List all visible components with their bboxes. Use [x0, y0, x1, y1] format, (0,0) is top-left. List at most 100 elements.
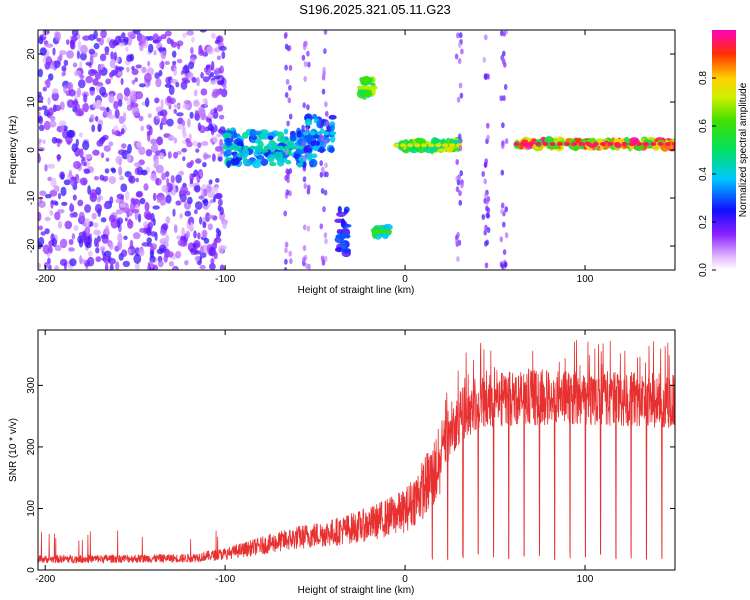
heat-cell: [273, 151, 284, 160]
heat-cell: [304, 133, 313, 143]
heat-cell: [154, 72, 160, 79]
heat-cell: [169, 97, 176, 105]
heat-cell: [104, 250, 112, 258]
heat-core: [549, 142, 556, 146]
colorbar-tick-label: 0.8: [698, 71, 709, 85]
heat-cell: [66, 39, 70, 45]
heat-cell: [190, 248, 194, 253]
heat-cell: [75, 110, 84, 117]
heat-cell: [283, 33, 288, 39]
heat-cell: [323, 139, 328, 146]
heat-cell: [101, 234, 109, 244]
heat-cell: [325, 120, 329, 127]
heat-cell: [485, 239, 490, 246]
heat-cell: [189, 160, 195, 166]
heat-cell: [132, 232, 141, 240]
heat-cell: [214, 146, 223, 152]
heat-cell: [68, 169, 72, 178]
x-tick-label: 0: [402, 574, 408, 585]
heat-cell: [500, 208, 504, 215]
heat-cell: [183, 100, 192, 105]
heat-cell: [43, 120, 51, 131]
heat-cell: [44, 164, 48, 172]
heat-core: [249, 145, 256, 150]
heat-cell: [283, 139, 293, 145]
heat-cell: [458, 145, 463, 152]
spectrogram-x-ticks: -200 -100 0 100: [35, 30, 594, 285]
heat-cell: [451, 139, 461, 144]
heat-cell: [48, 73, 54, 81]
y-tick-label: -10: [26, 190, 37, 205]
heat-cell: [230, 158, 240, 166]
heat-cell: [153, 158, 159, 167]
heat-cell: [131, 68, 139, 76]
heat-core: [435, 143, 442, 148]
heat-cell: [170, 175, 175, 184]
heat-cell: [205, 64, 211, 70]
heat-core: [578, 142, 585, 146]
heat-cell: [206, 185, 212, 193]
heat-cell: [504, 206, 509, 213]
heat-cell: [91, 212, 97, 220]
heat-cell: [288, 64, 293, 71]
heat-cell: [104, 51, 109, 56]
heat-cell: [330, 124, 335, 132]
y-tick-label: 0: [26, 567, 37, 573]
heat-cell: [140, 169, 148, 176]
heat-cell: [84, 204, 92, 213]
heat-cell: [38, 142, 41, 148]
heat-cell: [38, 68, 43, 78]
heat-cell: [336, 229, 343, 235]
heat-cell: [85, 75, 93, 84]
heat-cell: [139, 34, 146, 45]
heat-cell: [409, 146, 419, 154]
heat-core: [600, 142, 606, 146]
heat-cell: [236, 152, 244, 158]
heat-cell: [140, 125, 144, 132]
colorbar-gradient: [712, 30, 736, 270]
heat-cell: [108, 257, 116, 265]
heat-cell: [47, 257, 51, 265]
heat-core: [636, 142, 642, 146]
heat-cell: [109, 59, 116, 69]
heat-cell: [193, 89, 198, 97]
heat-cell: [68, 247, 75, 252]
heat-cell: [184, 260, 189, 266]
heat-cell: [424, 146, 435, 154]
heat-core: [664, 142, 671, 146]
heat-cell: [57, 192, 62, 200]
heat-cell: [77, 235, 84, 244]
heatmap-feature-blob-c: [356, 75, 378, 100]
heat-core: [414, 143, 421, 148]
heat-cell: [96, 37, 101, 42]
heat-cell: [504, 138, 509, 145]
heat-cell: [85, 242, 92, 249]
snr-y-ticks: 0 100 200 300: [26, 377, 675, 573]
heat-cell: [57, 154, 61, 162]
heat-cell: [83, 161, 87, 167]
heat-cell: [184, 79, 191, 84]
heat-cell: [177, 124, 185, 130]
heat-cell: [95, 247, 100, 254]
heat-cell: [134, 77, 138, 82]
heat-cell: [458, 82, 463, 89]
heat-cell: [499, 236, 504, 243]
heat-cell: [306, 225, 311, 232]
colorbar-label: Normalized spectral amplitude: [738, 82, 749, 217]
heat-cell: [164, 61, 170, 65]
heat-cell: [455, 159, 460, 165]
heat-cell: [296, 130, 302, 138]
heat-cell: [93, 229, 101, 236]
heat-cell: [303, 183, 308, 189]
heat-cell: [51, 88, 59, 94]
x-tick-label: 100: [577, 574, 594, 585]
heat-cell: [484, 262, 489, 269]
heat-cell: [80, 177, 88, 186]
heat-cell: [77, 40, 82, 51]
heat-cell: [252, 130, 262, 136]
heatmap-vertical-streaks: [283, 30, 509, 270]
heat-cell: [168, 261, 175, 267]
heat-cell: [66, 50, 74, 59]
heat-cell: [484, 158, 489, 165]
heat-cell: [484, 224, 488, 231]
